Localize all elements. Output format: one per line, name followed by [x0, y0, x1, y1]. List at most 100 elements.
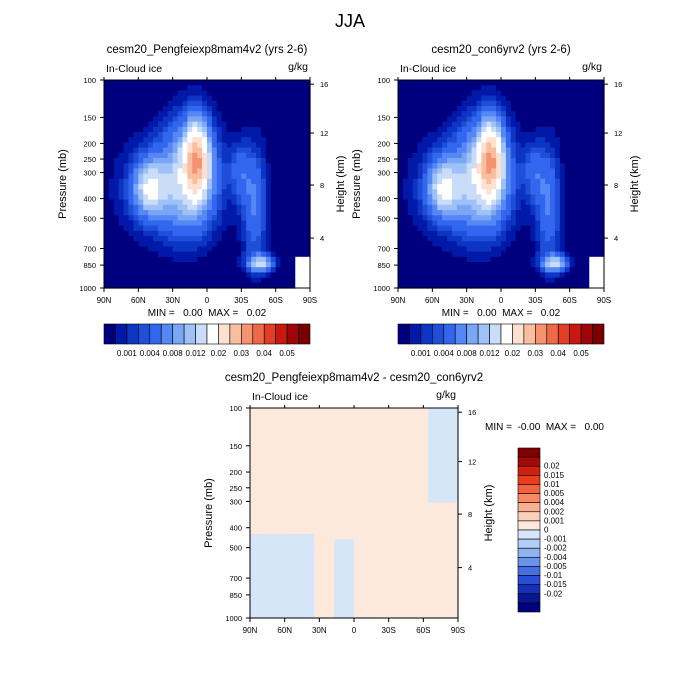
field-cell — [274, 528, 281, 535]
field-cell — [260, 158, 267, 164]
field-cell — [349, 513, 355, 519]
field-cell — [275, 184, 282, 190]
field-cell — [476, 199, 482, 206]
field-cell — [432, 142, 438, 149]
field-cell — [300, 189, 306, 195]
field-cell — [589, 132, 595, 138]
field-cell — [579, 147, 585, 154]
field-cell — [187, 152, 193, 159]
field-cell — [329, 576, 335, 582]
field-cell — [172, 116, 179, 123]
field-cell — [442, 199, 448, 206]
field-cell — [309, 581, 315, 588]
field-cell — [403, 492, 410, 498]
field-cell — [569, 251, 576, 258]
field-cell — [447, 282, 453, 289]
field-cell — [423, 591, 429, 598]
field-cell — [398, 465, 405, 472]
field-cell — [579, 277, 585, 284]
field-cell — [402, 132, 409, 138]
field-cell — [274, 408, 281, 414]
field-cell — [403, 555, 410, 561]
field-cell — [221, 152, 228, 159]
field-cell — [269, 523, 276, 530]
field-cell — [408, 586, 415, 593]
field-cell — [182, 90, 188, 97]
field-cell — [569, 199, 576, 206]
field-cell — [486, 241, 492, 247]
field-cell — [138, 132, 144, 138]
field-cell — [456, 178, 463, 185]
field-cell — [177, 204, 184, 211]
field-cell — [525, 225, 532, 232]
field-cell — [501, 230, 507, 237]
field-cell — [550, 80, 556, 86]
field-cell — [363, 492, 370, 498]
field-cell — [226, 215, 233, 221]
field-cell — [417, 199, 424, 206]
field-cell — [574, 163, 581, 169]
field-cell — [329, 555, 335, 561]
field-cell — [284, 549, 291, 556]
field-cell — [305, 90, 311, 97]
field-cell — [246, 90, 252, 97]
field-cell — [476, 147, 482, 154]
field-cell — [442, 100, 448, 107]
field-cell — [437, 272, 443, 279]
field-cell — [118, 251, 125, 258]
y-right-tick-label: 4 — [614, 234, 618, 243]
field-cell — [559, 137, 566, 143]
field-cell — [202, 173, 208, 180]
field-cell — [304, 586, 311, 593]
colorbar-box — [477, 323, 490, 345]
field-cell — [554, 189, 561, 195]
field-cell — [254, 518, 261, 525]
field-cell — [344, 549, 350, 556]
field-cell — [113, 158, 120, 164]
field-cell — [305, 111, 311, 117]
field-cell — [363, 486, 370, 493]
field-cell — [564, 126, 571, 133]
field-cell — [324, 576, 330, 582]
field-cell — [505, 116, 512, 123]
field-cell — [589, 241, 595, 247]
field-cell — [398, 555, 405, 561]
field-cell — [398, 528, 405, 535]
field-cell — [187, 137, 193, 143]
field-cell — [564, 272, 571, 279]
field-cell — [442, 80, 448, 86]
field-cell — [569, 210, 576, 216]
field-cell — [559, 236, 566, 242]
field-cell — [545, 173, 551, 180]
field-cell — [187, 241, 193, 247]
field-cell — [319, 555, 325, 561]
field-cell — [226, 230, 233, 237]
field-cell — [422, 158, 429, 164]
field-cell — [143, 142, 149, 149]
field-cell — [501, 158, 507, 164]
field-cell — [226, 168, 233, 175]
field-cell — [554, 152, 561, 159]
field-cell — [520, 246, 527, 253]
field-cell — [510, 173, 517, 180]
field-cell — [408, 555, 415, 561]
field-cell — [104, 173, 110, 180]
field-cell — [143, 236, 149, 242]
field-cell — [515, 256, 522, 263]
field-cell — [108, 225, 115, 232]
field-cell — [211, 80, 218, 86]
field-cell — [299, 423, 306, 430]
field-cell — [216, 236, 223, 242]
field-cell — [383, 502, 390, 509]
field-cell — [167, 267, 174, 273]
field-cell — [270, 173, 277, 180]
field-cell — [236, 184, 242, 190]
field-cell — [260, 85, 267, 91]
x-tick-label: 60S — [269, 296, 283, 305]
field-cell — [393, 476, 400, 483]
field-cell — [408, 507, 415, 514]
field-cell — [133, 251, 139, 258]
field-cell — [295, 267, 301, 273]
field-cell — [299, 602, 306, 609]
field-cell — [231, 168, 238, 175]
